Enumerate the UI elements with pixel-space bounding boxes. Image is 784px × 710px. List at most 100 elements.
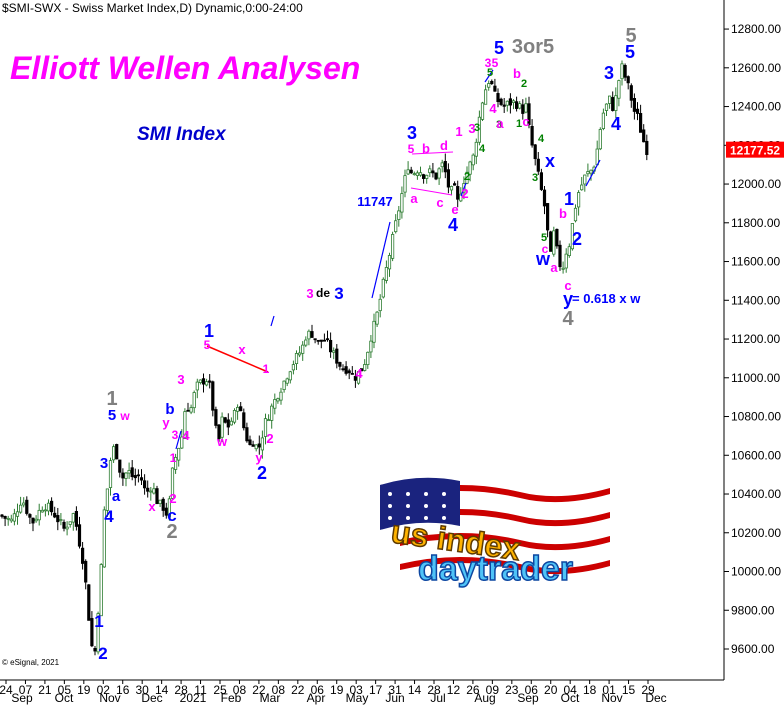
candle-body xyxy=(9,518,13,522)
candle-body xyxy=(471,154,475,166)
candle-body xyxy=(276,398,280,402)
candle-body xyxy=(248,439,252,446)
wave-label: 4 xyxy=(562,308,574,330)
candle-body xyxy=(183,411,187,440)
candle-body xyxy=(353,376,358,381)
candle-body xyxy=(409,169,413,174)
candle-body xyxy=(359,368,364,372)
candle-body xyxy=(62,521,66,529)
month-label: Dec xyxy=(141,691,162,705)
wave-label: 4 xyxy=(355,366,363,381)
candle-body xyxy=(297,352,302,356)
x-tick-label: 15 xyxy=(622,683,636,697)
wave-arrow-blue xyxy=(270,315,275,327)
y-tick-label: 11400.00 xyxy=(731,293,780,307)
candle-body xyxy=(477,116,482,143)
candle-body xyxy=(164,507,168,516)
x-tick-label: 04 xyxy=(564,683,578,697)
month-label: May xyxy=(346,691,369,705)
candle-body xyxy=(59,519,63,521)
candle-body xyxy=(37,509,41,521)
candle-body xyxy=(173,456,178,470)
x-tick-label: 31 xyxy=(388,683,402,697)
wave-label: 4 xyxy=(182,428,190,443)
month-label: Oct xyxy=(561,691,580,705)
candle-body xyxy=(483,89,488,105)
wave-trendline-pink xyxy=(411,151,454,155)
flag-star xyxy=(388,516,392,520)
candle-body xyxy=(53,512,57,518)
wave-label: 3 xyxy=(604,63,614,83)
wave-label: 2 xyxy=(257,463,267,483)
candle-body xyxy=(273,399,277,409)
wave-label: 3 xyxy=(407,123,417,143)
wave-label: 3 xyxy=(474,122,480,134)
wave-label: de xyxy=(316,286,330,300)
candle-body xyxy=(496,93,500,103)
candle-body xyxy=(282,380,286,391)
flag-star xyxy=(424,504,428,508)
flag-star xyxy=(388,504,392,508)
candle-body xyxy=(499,98,503,105)
flag-canton xyxy=(380,477,460,530)
candle-body xyxy=(635,108,640,114)
candle-body xyxy=(604,103,609,111)
candle-body xyxy=(369,340,373,353)
candle-body xyxy=(452,183,457,186)
candle-body xyxy=(527,103,531,125)
x-tick-label: 22 xyxy=(291,683,305,697)
candle-body xyxy=(235,406,240,412)
candle-body xyxy=(133,475,137,479)
chart-subtitle: SMI Index xyxy=(137,124,226,145)
candle-body xyxy=(146,487,150,492)
candle-body xyxy=(487,83,491,88)
candle-body xyxy=(130,467,134,478)
candle-body xyxy=(415,172,420,176)
us-flag-icon xyxy=(380,477,610,575)
x-tick-label: 02 xyxy=(97,683,111,697)
candle-body xyxy=(524,103,528,113)
wave-label: c xyxy=(564,278,571,293)
x-axis: 24 07 21 05 19 02 16 30 14 28 11 25 08 22 08 22 06 19 03 17… xyxy=(0,680,667,705)
candle-body xyxy=(270,405,274,421)
flag-stripe xyxy=(400,533,610,551)
candle-body xyxy=(325,338,330,341)
y-tick-label: 10400.00 xyxy=(731,487,781,501)
candle-body xyxy=(0,514,4,517)
candles xyxy=(0,60,649,656)
flag-star xyxy=(442,516,446,520)
wave-trendline-red xyxy=(206,345,269,373)
candle-body xyxy=(573,207,578,222)
flag-stripe xyxy=(400,521,610,539)
wave-label: 3 xyxy=(532,172,538,184)
candle-body xyxy=(239,406,243,412)
month-label: Apr xyxy=(307,691,326,705)
wave-label: 3 xyxy=(496,119,502,131)
y-tick-label: 12000.00 xyxy=(731,177,781,191)
wave-label: b xyxy=(422,141,430,156)
month-label: Dec xyxy=(645,691,666,705)
candle-body xyxy=(118,459,122,473)
candle-body xyxy=(149,490,153,493)
candle-body xyxy=(294,353,299,365)
candle-body xyxy=(301,344,305,354)
y-tick-label: 11000.00 xyxy=(731,371,780,385)
x-tick-label: 06 xyxy=(311,683,325,697)
candle-body xyxy=(446,169,451,188)
x-tick-label: 22 xyxy=(252,683,266,697)
wave-label: w xyxy=(119,409,130,423)
wave-label: 5 xyxy=(541,232,547,244)
flag-stripe xyxy=(400,557,610,575)
wave-label: w xyxy=(535,249,551,269)
candle-body xyxy=(291,364,296,371)
wave-label: 4 xyxy=(479,143,486,155)
candle-body xyxy=(626,76,630,84)
y-tick-label: 12400.00 xyxy=(731,100,781,114)
candle-body xyxy=(84,560,88,583)
candle-body xyxy=(387,255,392,270)
x-tick-label: 17 xyxy=(369,683,383,697)
copyright-note: © eSignal, 2021 xyxy=(2,658,60,667)
wave-label: 1 xyxy=(204,321,214,341)
candle-body xyxy=(536,158,540,172)
